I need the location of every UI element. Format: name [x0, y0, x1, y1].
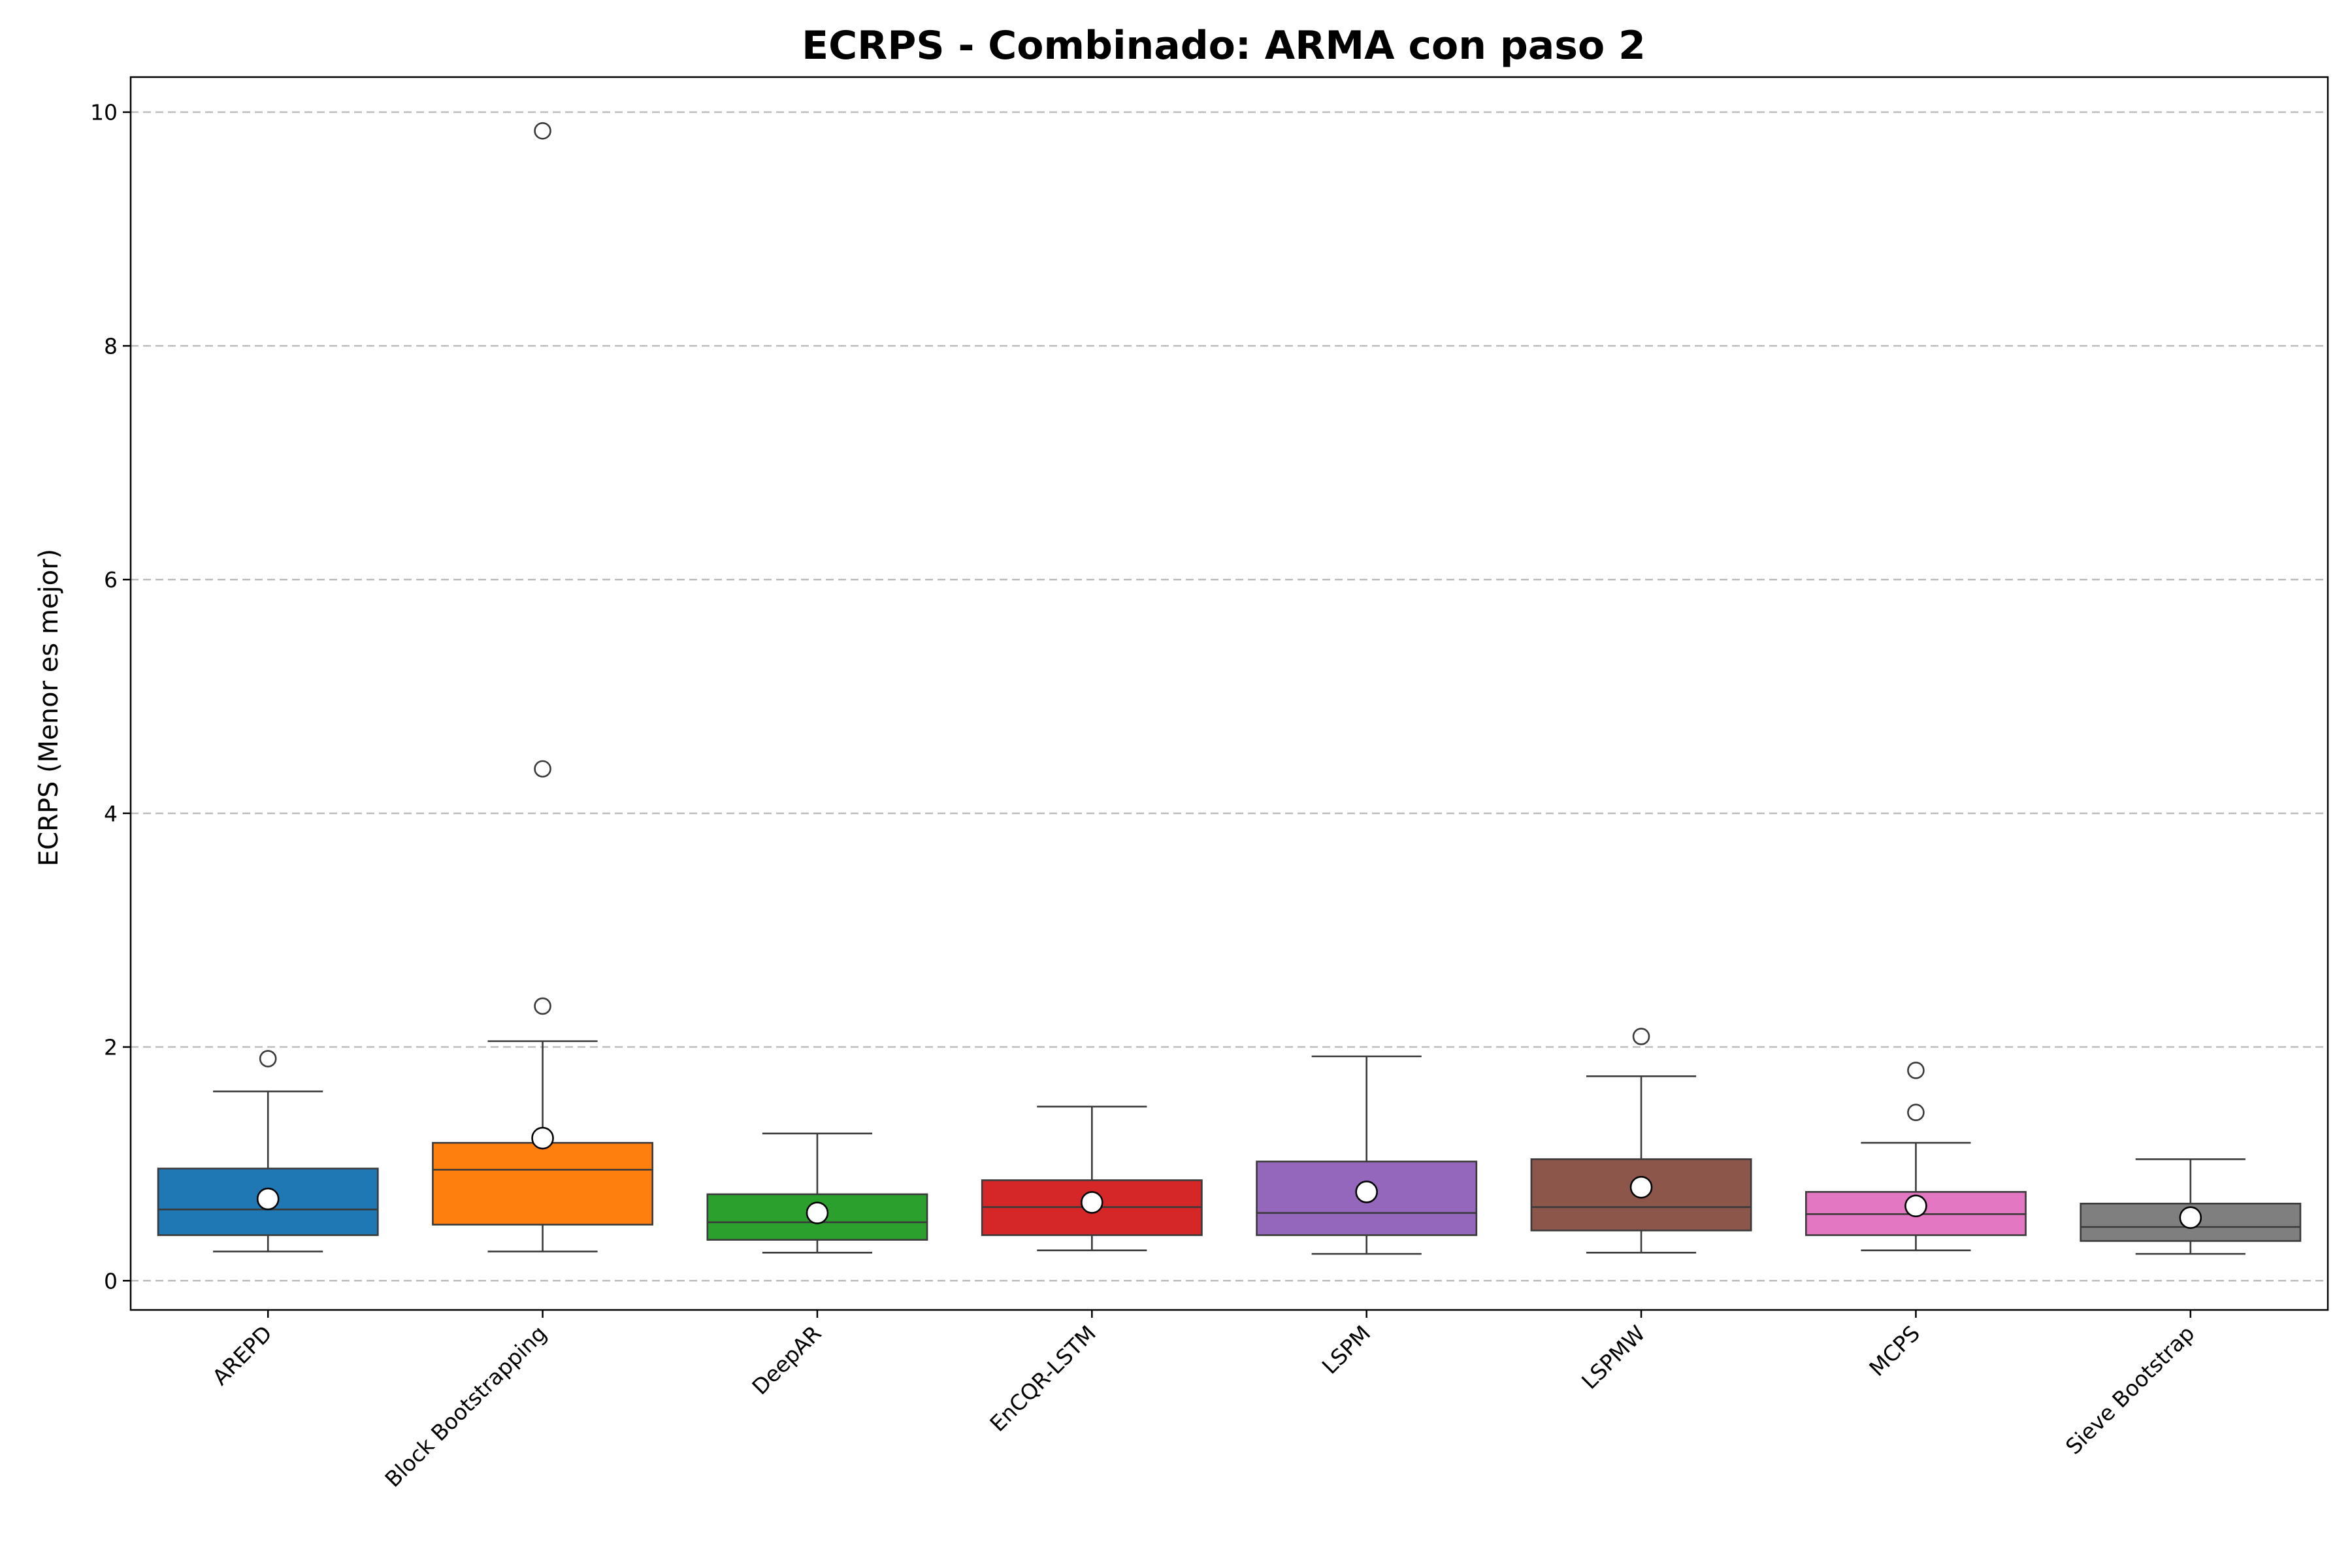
box-series-group	[157, 122, 2302, 1255]
outlier-point	[534, 122, 551, 140]
box-group	[1530, 1028, 1752, 1254]
y-tick-label: 4	[104, 801, 118, 826]
outlier-point	[259, 1050, 277, 1068]
mean-marker	[531, 1126, 554, 1150]
outlier-point	[1907, 1103, 1925, 1122]
box-group	[706, 1132, 928, 1254]
mean-marker	[806, 1201, 829, 1224]
box-group	[157, 1050, 379, 1252]
outlier-point	[534, 760, 551, 778]
y-grid	[131, 111, 2328, 1282]
box-group	[1256, 1055, 1478, 1255]
iqr-box	[432, 1141, 654, 1226]
plot-frame	[129, 76, 2329, 1311]
outlier-point	[534, 997, 551, 1015]
mean-marker	[1629, 1175, 1653, 1199]
y-tick-label: 10	[90, 100, 118, 125]
y-tick-label: 6	[104, 567, 118, 593]
chart-title: ECRPS - Combinado: ARMA con paso 2	[802, 23, 1646, 69]
outlier-point	[1907, 1062, 1925, 1079]
mean-marker	[1081, 1191, 1103, 1214]
box-group	[2080, 1158, 2302, 1255]
outlier-point	[1632, 1028, 1650, 1045]
mean-marker	[1904, 1194, 1927, 1218]
box-group	[432, 122, 654, 1252]
y-tick-label: 0	[104, 1268, 118, 1294]
mean-marker	[1355, 1181, 1378, 1203]
y-tick-label: 8	[104, 333, 118, 359]
y-axis-label: ECRPS (Menor es mejor)	[34, 549, 64, 866]
mean-marker	[2179, 1206, 2202, 1229]
box-group	[1805, 1062, 2027, 1252]
box-group	[981, 1105, 1203, 1252]
y-tick-label: 2	[104, 1035, 118, 1060]
mean-marker	[256, 1187, 280, 1211]
